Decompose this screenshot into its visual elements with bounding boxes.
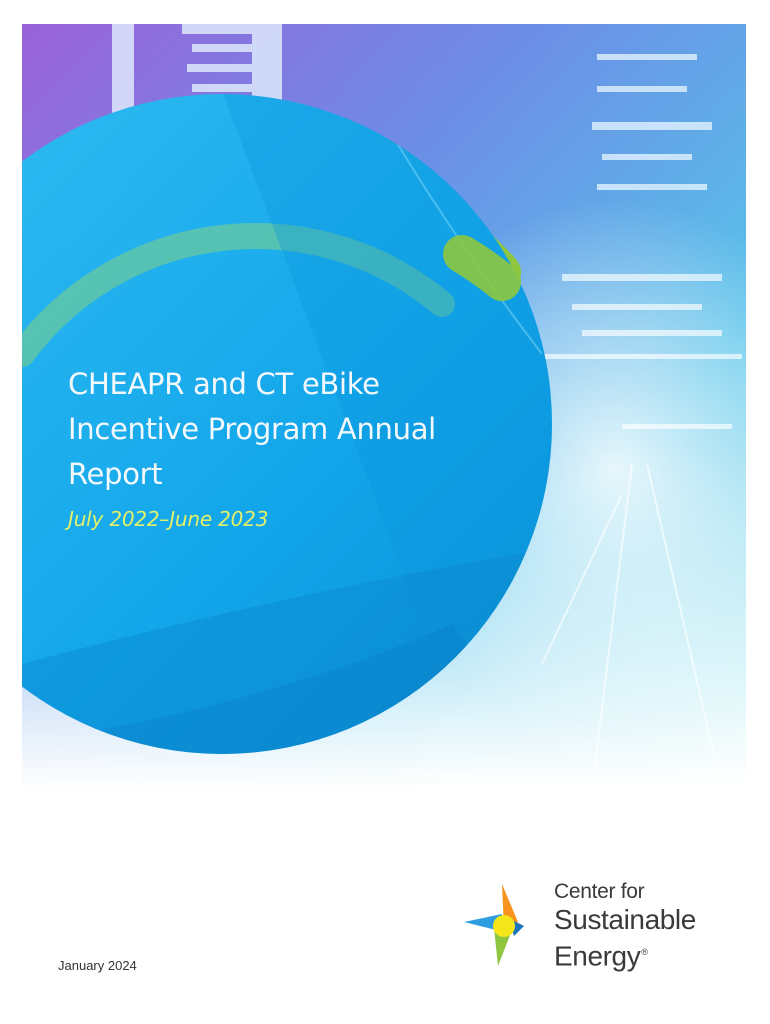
organization-logo: Center for Sustainable Energy®	[462, 878, 722, 972]
logo-line-center-for: Center for	[554, 880, 645, 903]
logo-line-sustainable: Sustainable	[554, 904, 696, 935]
report-title: CHEAPR and CT eBike Incentive Program An…	[68, 367, 436, 491]
logo-wordmark: Center for Sustainable Energy®	[554, 878, 696, 972]
report-period: July 2022–June 2023	[68, 507, 269, 531]
pinwheel-logo-icon	[464, 884, 524, 966]
publication-date: January 2024	[58, 958, 137, 973]
registered-mark: ®	[641, 947, 648, 957]
cover-artwork	[22, 24, 746, 790]
logo-energy-word: Energy	[554, 940, 641, 972]
logo-line-energy: Energy®	[554, 936, 696, 972]
cover-illustration	[22, 24, 746, 790]
title-block: CHEAPR and CT eBike Incentive Program An…	[68, 362, 488, 533]
